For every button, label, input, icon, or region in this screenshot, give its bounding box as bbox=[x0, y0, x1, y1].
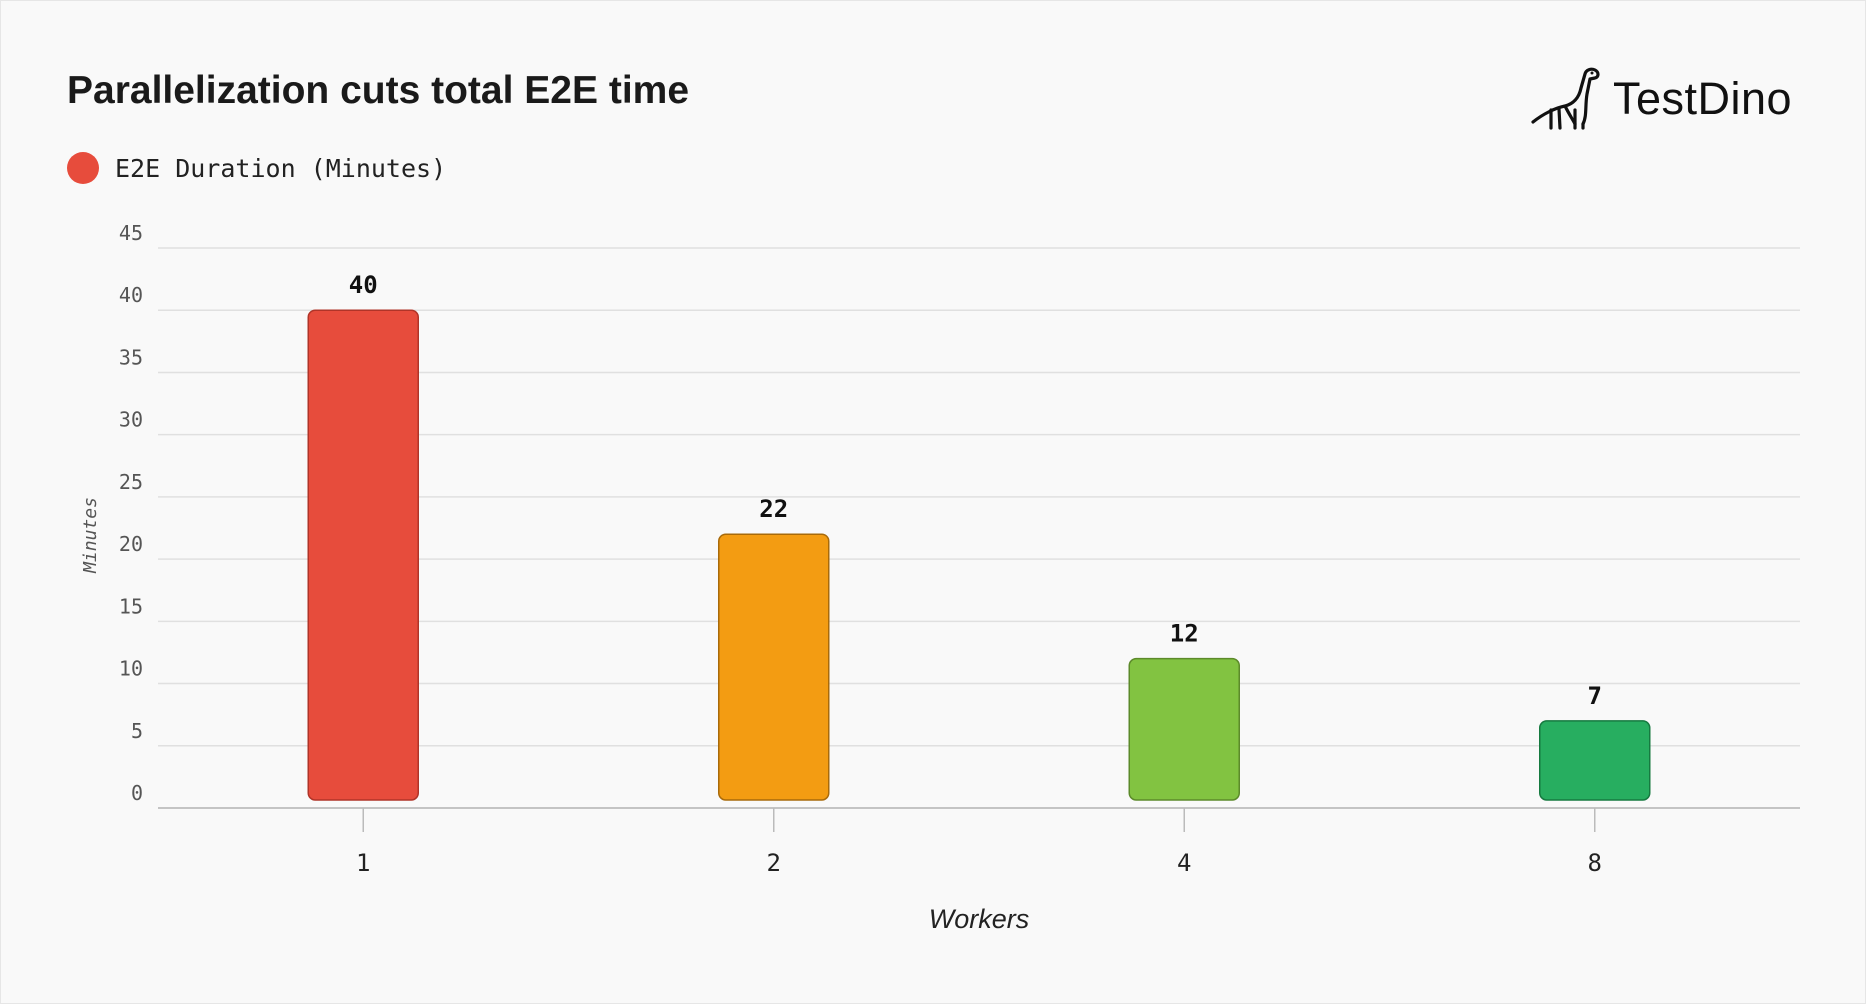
x-axis-ticks: 1 2 4 8 bbox=[356, 808, 1602, 877]
y-tick-label: 10 bbox=[119, 657, 143, 681]
y-tick-label: 45 bbox=[119, 221, 143, 245]
bar bbox=[718, 533, 830, 801]
data-label: 7 bbox=[1588, 682, 1602, 710]
y-tick-label: 30 bbox=[119, 408, 143, 432]
y-tick-label: 0 bbox=[131, 781, 143, 805]
data-label: 12 bbox=[1170, 620, 1199, 648]
y-tick-label: 35 bbox=[119, 345, 143, 369]
y-tick-label: 5 bbox=[131, 719, 143, 743]
data-label: 22 bbox=[759, 495, 788, 523]
bar bbox=[1539, 720, 1651, 801]
grid-lines bbox=[158, 247, 1800, 747]
y-tick-label: 20 bbox=[119, 532, 143, 556]
bar bbox=[307, 309, 419, 801]
legend: E2E Duration (Minutes) bbox=[67, 151, 446, 185]
legend-swatch bbox=[67, 152, 99, 184]
data-labels: 40 22 12 7 bbox=[349, 271, 1602, 710]
bar bbox=[1128, 657, 1240, 801]
x-tick-label: 2 bbox=[767, 849, 781, 877]
x-tick-label: 1 bbox=[356, 849, 370, 877]
y-axis-ticks: 0 5 10 15 20 25 30 35 40 45 bbox=[119, 221, 143, 805]
bars bbox=[307, 309, 1651, 801]
legend-label: E2E Duration (Minutes) bbox=[115, 153, 447, 183]
y-tick-label: 15 bbox=[119, 594, 143, 618]
dinosaur-icon bbox=[1531, 67, 1600, 130]
x-tick-label: 4 bbox=[1177, 849, 1191, 877]
x-tick-label: 8 bbox=[1588, 849, 1602, 877]
y-tick-label: 25 bbox=[119, 470, 143, 494]
brand-name: TestDino bbox=[1613, 73, 1793, 124]
chart-title: Parallelization cuts total E2E time bbox=[67, 69, 690, 112]
y-axis-label: Minutes bbox=[80, 497, 101, 574]
data-label: 40 bbox=[349, 271, 378, 299]
y-tick-label: 40 bbox=[119, 283, 143, 307]
x-axis-label: Workers bbox=[929, 904, 1030, 934]
brand-logo: TestDino bbox=[1529, 63, 1792, 135]
